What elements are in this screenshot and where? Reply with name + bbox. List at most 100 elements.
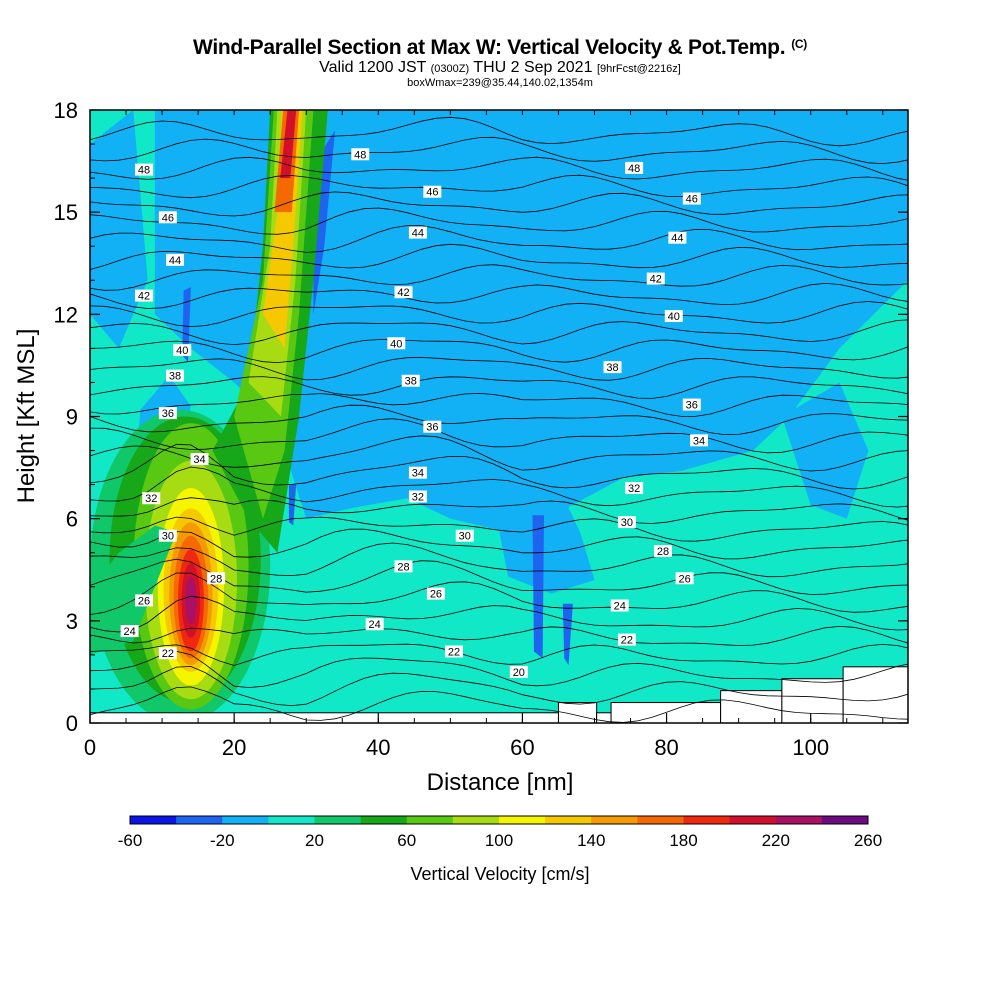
colorbar-tick-label: 60 xyxy=(397,831,416,850)
contour-label-bg xyxy=(135,163,154,176)
contour-label: 34 xyxy=(193,454,205,466)
contour-label-bg xyxy=(689,434,708,447)
theta-contour-line xyxy=(90,225,908,253)
y-tick-label: 18 xyxy=(54,98,78,123)
colorbar-swatch xyxy=(314,816,362,824)
contour-label-bg xyxy=(617,516,636,529)
theta-contour-line xyxy=(90,418,908,454)
contour-label-bg xyxy=(394,560,413,573)
contour-label-bg xyxy=(166,369,185,382)
theta-contour-line xyxy=(90,650,908,688)
contour-label-bg xyxy=(625,482,644,495)
theta-contour-line xyxy=(90,435,908,472)
theta-contour-line xyxy=(90,392,908,417)
colorbar-frame xyxy=(129,815,869,825)
colorbar-tick-label: 180 xyxy=(669,831,697,850)
contour-label: 30 xyxy=(459,531,471,543)
contour-label-bg xyxy=(668,231,687,244)
theta-contour-line xyxy=(90,319,908,346)
colorbar-swatch xyxy=(360,816,408,824)
copyright-mark: (C) xyxy=(791,37,807,51)
contour-label-bg xyxy=(408,466,427,479)
contour-label-bg xyxy=(653,545,672,558)
x-axis-label: Distance [nm] xyxy=(427,769,574,796)
contour-label: 40 xyxy=(176,345,188,357)
x-tick-label: 20 xyxy=(222,735,246,760)
contour-label-bg xyxy=(444,645,463,658)
colorbar-swatch xyxy=(268,816,315,824)
contour-label: 38 xyxy=(169,371,181,383)
contour-label: 46 xyxy=(686,194,698,206)
contour-label: 38 xyxy=(606,362,618,374)
contour-label: 30 xyxy=(162,531,174,543)
contour-label: 34 xyxy=(693,435,705,447)
title-text: Wind-Parallel Section at Max W: Vertical… xyxy=(193,36,786,59)
theta-contour-layer xyxy=(90,116,908,723)
contour-label: 42 xyxy=(397,287,409,299)
contour-label: 44 xyxy=(412,228,424,240)
contour-label: 38 xyxy=(405,376,417,388)
theta-contour-line xyxy=(90,191,908,217)
x-tick-label: 40 xyxy=(366,735,390,760)
theta-contour-line xyxy=(90,136,908,165)
theta-contour-line xyxy=(90,528,908,560)
colorbar-swatch xyxy=(545,816,592,824)
colorbar-tick-label: 100 xyxy=(485,831,513,850)
chart-subtitle: Valid 1200 JST (0300Z) THU 2 Sep 2021 [9… xyxy=(0,59,1000,77)
theta-contour-line xyxy=(90,404,908,436)
contour-label: 36 xyxy=(426,422,438,434)
contour-label: 26 xyxy=(678,573,690,585)
colorbar-swatch xyxy=(130,816,177,824)
contour-label-bg xyxy=(351,148,370,161)
contour-label-layer: 20 22 22 22 24 24 24 26 26 26 28 28 28 30 30 30 32 32 32 34… xyxy=(120,148,708,679)
contour-label-bg xyxy=(625,161,644,174)
contour-label-bg xyxy=(455,529,474,542)
theta-contour-line xyxy=(90,558,908,595)
contour-label-bg xyxy=(664,310,683,323)
valid-utc: (0300Z) xyxy=(430,63,470,75)
colorbar-swatch xyxy=(452,816,500,824)
contour-label: 48 xyxy=(628,163,640,175)
y-axis-label: Height [Kft MSL] xyxy=(13,329,40,504)
contour-label-bg xyxy=(387,337,406,350)
colorbar-label: Vertical Velocity [cm/s] xyxy=(410,864,589,884)
contour-label-bg xyxy=(135,594,154,607)
contour-label-bg xyxy=(603,361,622,374)
contour-label: 22 xyxy=(162,648,174,660)
y-tick-label: 12 xyxy=(54,302,78,327)
theta-contour-line xyxy=(90,339,908,364)
contour-label: 26 xyxy=(430,589,442,601)
valid-time: Valid 1200 JST xyxy=(319,59,427,76)
contour-label-bg xyxy=(158,211,177,224)
x-tick-label: 0 xyxy=(84,735,96,760)
contour-label: 22 xyxy=(621,635,633,647)
contour-label: 32 xyxy=(628,483,640,495)
contour-label-bg xyxy=(166,253,185,266)
contour-label: 24 xyxy=(124,626,136,638)
colorbar-tick-label: -60 xyxy=(118,831,143,850)
theta-contour-line xyxy=(90,666,908,707)
contour-label-bg xyxy=(135,289,154,302)
downdraft-shade xyxy=(532,515,545,659)
theta-contour-line xyxy=(90,174,908,199)
contour-label: 20 xyxy=(513,667,525,679)
y-tick-label: 0 xyxy=(66,711,78,736)
contour-label-bg xyxy=(646,272,665,285)
contour-label-bg xyxy=(173,344,192,357)
terrain-step xyxy=(842,666,908,723)
contour-label-bg xyxy=(423,420,442,433)
contour-label-bg xyxy=(158,529,177,542)
theta-contour-line xyxy=(90,542,908,578)
terrain-step xyxy=(90,712,559,723)
colorbar-swatch xyxy=(729,816,777,824)
theta-contour-line xyxy=(90,443,908,490)
theta-contour-line xyxy=(90,497,908,524)
colorbar: -60 -20 20 60 100 140 180 220 260 xyxy=(118,815,882,850)
contour-label-bg xyxy=(682,192,701,205)
terrain-step xyxy=(781,678,844,723)
contour-label: 24 xyxy=(369,619,381,631)
contour-label: 36 xyxy=(686,400,698,412)
contour-label-bg xyxy=(158,647,177,660)
contour-label: 46 xyxy=(426,187,438,199)
contour-label-bg xyxy=(207,572,226,585)
